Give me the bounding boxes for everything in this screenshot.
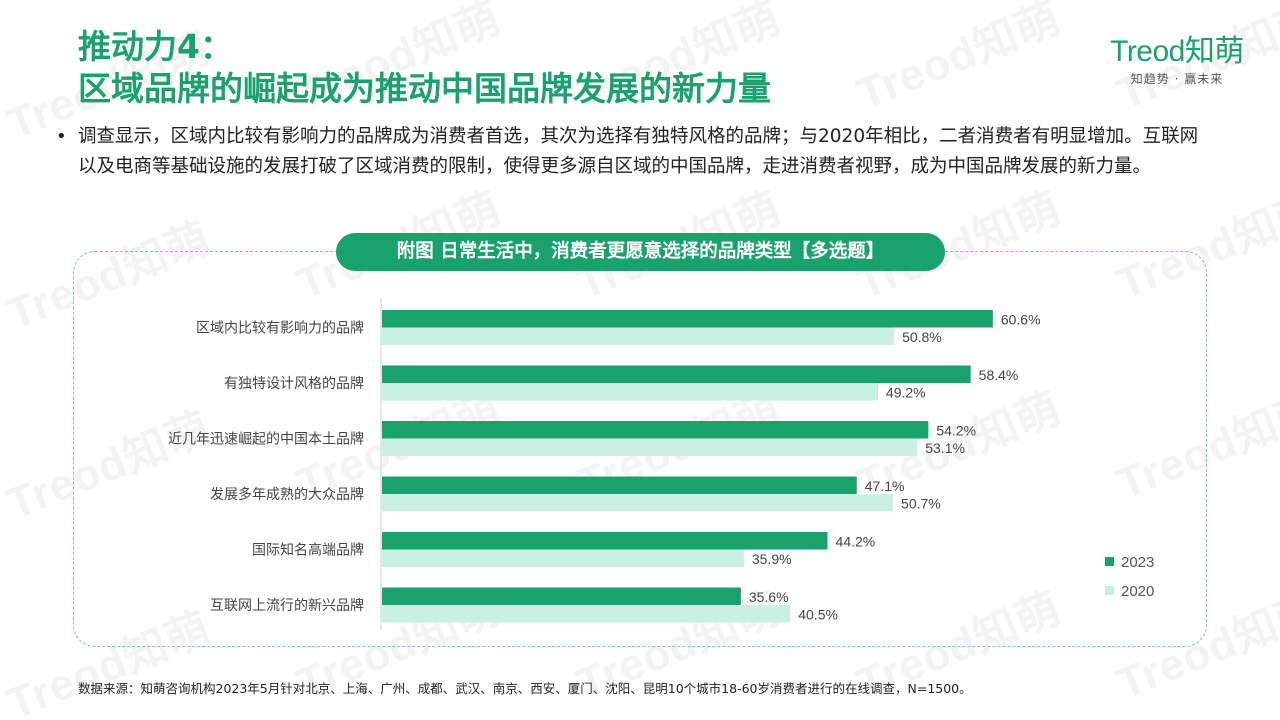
data-label: 35.9%: [752, 551, 792, 567]
page-title: 推动力4： 区域品牌的崛起成为推动中国品牌发展的新力量: [78, 26, 771, 110]
data-label: 54.2%: [936, 423, 976, 439]
bar-2023: [382, 532, 828, 550]
data-label: 44.2%: [836, 534, 876, 550]
bar-2020: [382, 438, 918, 456]
data-label: 58.4%: [979, 367, 1019, 383]
legend-swatch-2020: [1105, 586, 1114, 595]
bar-2023: [382, 365, 971, 383]
category-label: 区域内比较有影响力的品牌: [196, 320, 364, 337]
summary-paragraph: • 调查显示，区域内比较有影响力的品牌成为消费者首选，其次为选择有独特风格的品牌…: [56, 122, 1216, 182]
brand-logo-text: Treod知萌: [1110, 35, 1244, 68]
bar-2020: [382, 494, 894, 512]
chart-title: 附图 日常生活中，消费者更愿意选择的品牌类型【多选题】: [336, 233, 945, 271]
page-title-line1: 推动力4：: [78, 27, 233, 66]
bar-2023: [382, 310, 993, 328]
category-label: 互联网上流行的新兴品牌: [210, 597, 364, 614]
category-label: 有独特设计风格的品牌: [224, 375, 364, 392]
summary-text: 调查显示，区域内比较有影响力的品牌成为消费者首选，其次为选择有独特风格的品牌；与…: [78, 126, 1199, 177]
bar-2023: [382, 421, 929, 439]
data-label: 49.2%: [886, 385, 926, 401]
legend-label-2023: 2023: [1121, 554, 1154, 571]
bar-2020: [382, 327, 895, 345]
data-label: 35.6%: [749, 589, 789, 605]
bar-2020: [382, 549, 744, 567]
brand-tagline: 知趋势 · 赢未来: [1130, 72, 1224, 86]
data-label: 60.6%: [1001, 312, 1041, 328]
source-note: 数据来源：知萌咨询机构2023年5月针对北京、上海、广州、成都、武汉、南京、西安…: [78, 681, 972, 696]
category-label: 近几年迅速崛起的中国本土品牌: [168, 431, 364, 448]
data-label: 53.1%: [925, 440, 965, 456]
bar-2020: [382, 383, 878, 401]
bar-2023: [382, 476, 857, 494]
category-label: 发展多年成熟的大众品牌: [210, 486, 364, 503]
brand-logo: Treod知萌 知趋势 · 赢未来: [1102, 36, 1252, 87]
data-label: 40.5%: [798, 607, 838, 623]
bar-2023: [382, 587, 741, 605]
category-label: 国际知名高端品牌: [252, 542, 364, 559]
data-label: 50.7%: [901, 496, 941, 512]
data-label: 50.8%: [902, 329, 942, 345]
data-label: 47.1%: [865, 478, 905, 494]
bar-2020: [382, 605, 791, 623]
bullet-icon: •: [56, 126, 67, 147]
legend-swatch-2023: [1105, 557, 1114, 566]
page-title-line2: 区域品牌的崛起成为推动中国品牌发展的新力量: [78, 69, 771, 108]
legend-label-2020: 2020: [1121, 583, 1154, 600]
